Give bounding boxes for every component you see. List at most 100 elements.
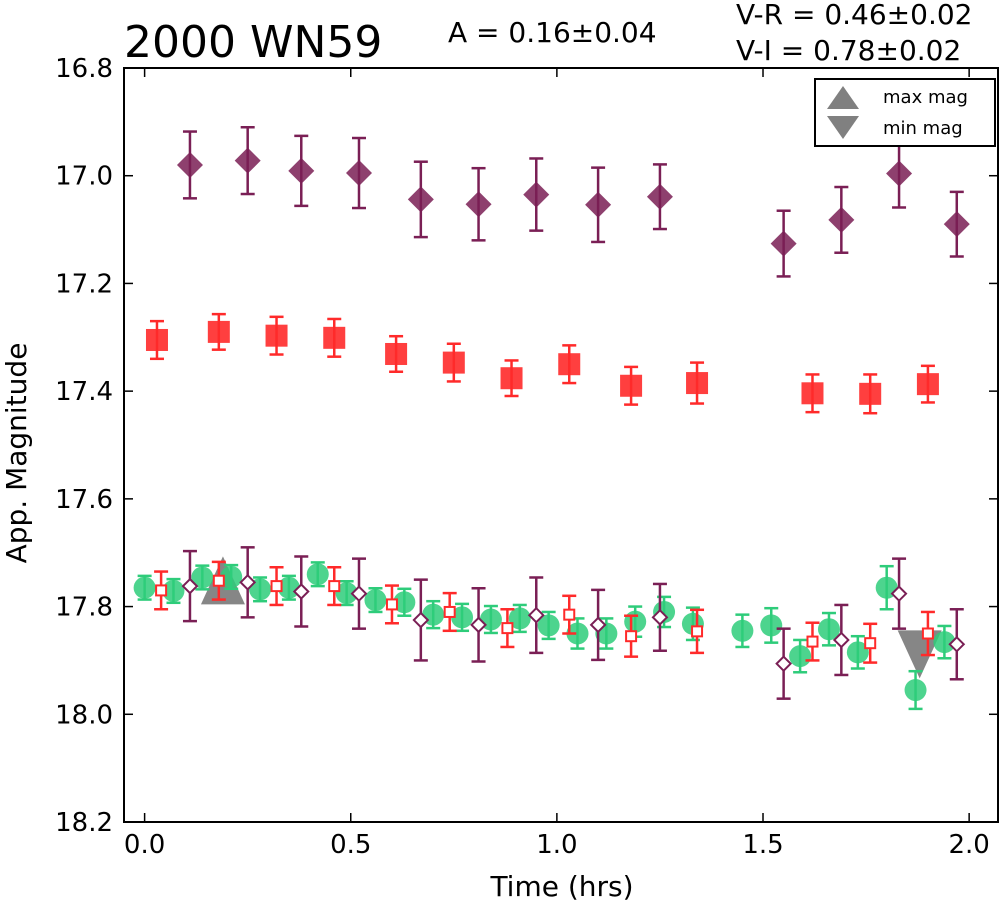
x-tick-label: 2.0 <box>948 830 989 860</box>
data-point-square <box>500 367 523 390</box>
x-tick-label: 1.0 <box>536 830 577 860</box>
data-point-circle <box>537 614 560 637</box>
data-point-circle <box>451 606 474 629</box>
data-point-diamond <box>176 151 203 178</box>
plot-area <box>133 125 970 711</box>
data-point-circle <box>731 619 754 642</box>
data-point-circle <box>220 565 243 588</box>
data-point-circle <box>162 579 185 602</box>
legend-label-max-mag: max mag <box>883 87 968 108</box>
data-point-square <box>265 324 288 347</box>
data-point-square <box>620 374 643 397</box>
data-point-diamond <box>288 157 315 184</box>
data-point-diamond <box>646 183 673 210</box>
y-tick-label: 17.6 <box>55 485 113 515</box>
data-point-square-open <box>501 622 514 635</box>
y-tick-label: 17.0 <box>55 162 113 192</box>
data-point-diamond <box>585 191 612 218</box>
data-point-square-open <box>443 605 456 618</box>
chart-title: 2000 WN59 <box>124 17 382 68</box>
data-point-square-open <box>921 627 934 640</box>
x-tick-label: 1.5 <box>742 830 783 860</box>
data-point-diamond-open <box>412 611 430 629</box>
data-point-circle <box>306 563 329 586</box>
data-point-square <box>859 382 882 405</box>
data-point-square-open <box>270 580 283 593</box>
data-point-square-open <box>691 625 704 638</box>
data-point-square <box>442 351 465 374</box>
data-point-diamond-open <box>527 606 545 624</box>
data-point-square <box>916 373 939 396</box>
data-point-square-open <box>155 584 168 597</box>
data-point-square-open <box>864 637 877 650</box>
data-point-square <box>323 326 346 349</box>
data-point-square-open <box>563 608 576 621</box>
color-index-vr: V-R = 0.46±0.02 <box>736 0 972 31</box>
y-tick-label: 17.2 <box>55 269 113 299</box>
data-point-diamond <box>886 160 913 187</box>
legend-min-mag-icon <box>827 116 859 139</box>
data-point-circle <box>335 582 358 605</box>
data-point-circle <box>904 679 927 702</box>
data-point-diamond-open <box>832 631 850 649</box>
data-point-circle <box>624 610 647 633</box>
data-point-diamond-open <box>181 577 199 595</box>
data-point-diamond <box>523 181 550 208</box>
data-point-diamond <box>345 160 372 187</box>
data-point-square <box>801 382 824 405</box>
color-index-vi: V-I = 0.78±0.02 <box>736 34 961 67</box>
data-point-circle <box>566 622 589 645</box>
y-tick-label: 17.8 <box>55 593 113 623</box>
x-tick-label: 0.5 <box>330 830 371 860</box>
data-point-square-open <box>212 574 225 587</box>
data-point-square <box>145 328 168 351</box>
data-point-circle <box>817 618 840 641</box>
data-point-square <box>558 353 581 376</box>
data-point-diamond-open <box>948 635 966 653</box>
y-tick-label: 17.4 <box>55 377 113 407</box>
data-point-diamond-open <box>589 616 607 634</box>
data-point-square-open <box>385 598 398 611</box>
y-axis-label: App. Magnitude <box>0 343 33 564</box>
data-point-diamond <box>465 191 492 218</box>
data-point-square <box>686 372 709 395</box>
data-point-diamond-open <box>350 585 368 603</box>
y-tick-label: 16.8 <box>55 54 113 84</box>
data-point-circle <box>277 576 300 599</box>
y-tick-label: 18.2 <box>55 808 113 838</box>
data-point-diamond <box>234 147 261 174</box>
data-point-circle <box>760 614 783 637</box>
data-point-square <box>207 320 230 343</box>
data-point-diamond-open <box>292 583 310 600</box>
x-axis-label: Time (hrs) <box>489 870 633 903</box>
data-point-circle <box>846 641 869 664</box>
data-point-diamond-open <box>470 616 487 634</box>
y-tick-label: 18.0 <box>55 700 113 730</box>
data-point-circle <box>364 589 387 612</box>
legend-label-min-mag: min mag <box>883 118 963 139</box>
x-tick-label: 0.0 <box>124 830 165 860</box>
data-point-diamond-open <box>890 585 908 603</box>
legend: max mag min mag <box>814 78 996 147</box>
legend-max-mag-icon <box>827 86 859 109</box>
data-point-circle <box>508 607 531 630</box>
data-point-square <box>385 342 408 365</box>
data-point-circle <box>133 576 156 599</box>
data-point-circle <box>789 645 812 668</box>
data-point-square-open <box>806 635 819 648</box>
data-point-diamond <box>770 230 797 257</box>
data-point-circle <box>393 591 416 614</box>
amplitude-text: A = 0.16±0.04 <box>448 16 657 49</box>
data-point-square-open <box>625 630 638 643</box>
plot-frame <box>123 67 999 823</box>
axis-ticks: 0.0 0.5 1.0 1.5 2.0 16.8 17.0 17.2 17.4 17.6 17.8 1… <box>55 54 999 860</box>
min-mag-marker <box>897 630 942 679</box>
data-point-circle <box>933 631 956 654</box>
data-point-diamond <box>828 206 855 233</box>
data-point-diamond-open <box>651 608 669 626</box>
data-point-diamond-open <box>239 573 257 591</box>
data-point-square-open <box>328 580 341 593</box>
data-point-diamond <box>407 186 434 213</box>
data-point-circle <box>191 566 214 589</box>
